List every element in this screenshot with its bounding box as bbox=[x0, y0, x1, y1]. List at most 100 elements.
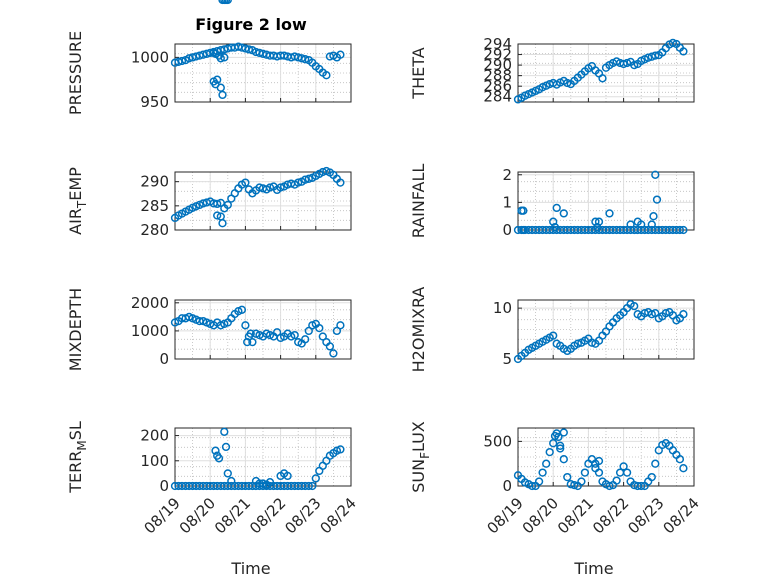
subplot-air-temp: 280 285 290 AIRTEMP bbox=[66, 166, 352, 239]
y-axis-label: RAINFALL bbox=[409, 164, 428, 239]
data-point bbox=[220, 427, 229, 436]
y-axis-label: TERRMSL bbox=[66, 421, 89, 494]
data-point bbox=[661, 309, 670, 318]
data-point bbox=[265, 183, 275, 192]
x-tick-label: 08/23 bbox=[281, 494, 324, 537]
data-point bbox=[246, 329, 255, 338]
series-points bbox=[170, 166, 345, 228]
data-point bbox=[637, 220, 646, 229]
data-point bbox=[216, 83, 225, 92]
data-point bbox=[679, 464, 688, 473]
series-points bbox=[513, 428, 688, 491]
data-point bbox=[211, 446, 220, 455]
data-point bbox=[679, 47, 688, 56]
x-tick-label: 08/23 bbox=[624, 494, 667, 537]
y-tick-label: 100 bbox=[140, 452, 169, 470]
data-point bbox=[647, 310, 656, 319]
data-point bbox=[612, 476, 621, 485]
data-point bbox=[651, 459, 660, 468]
data-point bbox=[308, 481, 317, 491]
data-point bbox=[622, 58, 632, 68]
data-point bbox=[649, 212, 658, 221]
subplot-pressure: 950 1000 PRESSURE bbox=[66, 0, 352, 115]
y-tick-label: 286 bbox=[483, 77, 512, 95]
y-tick-label: 0 bbox=[502, 477, 512, 495]
data-point bbox=[587, 338, 597, 347]
data-point bbox=[591, 217, 600, 226]
x-axis-label-right: Time bbox=[573, 559, 613, 578]
subplot-mixdepth: 0 1000 2000 MIXDEPTH bbox=[66, 288, 352, 371]
data-point bbox=[177, 56, 187, 66]
series-points bbox=[513, 38, 688, 104]
series-points bbox=[513, 170, 688, 235]
data-point bbox=[630, 301, 639, 311]
data-point bbox=[214, 454, 224, 463]
data-point bbox=[336, 50, 345, 59]
data-point bbox=[276, 183, 285, 192]
data-point bbox=[223, 469, 232, 478]
y-axis-label: MIXDEPTH bbox=[66, 288, 85, 371]
data-point bbox=[559, 455, 568, 464]
data-point bbox=[336, 178, 345, 187]
data-point bbox=[580, 468, 590, 477]
y-tick-label: 2000 bbox=[131, 294, 169, 312]
data-point bbox=[243, 337, 252, 347]
data-point bbox=[549, 331, 558, 340]
data-point bbox=[549, 439, 558, 448]
y-tick-label: 288 bbox=[483, 67, 512, 85]
data-point bbox=[668, 38, 678, 48]
y-tick-label: 5 bbox=[502, 350, 512, 368]
data-point bbox=[622, 468, 632, 477]
axes-frame bbox=[517, 43, 695, 103]
y-axis-label: H2OMIXRA bbox=[409, 287, 428, 373]
data-point bbox=[563, 78, 572, 88]
y-tick-label: 500 bbox=[483, 432, 512, 450]
y-axis-label: AIRTEMP bbox=[66, 167, 89, 235]
axes-frame bbox=[174, 299, 352, 360]
data-point bbox=[652, 195, 662, 204]
data-point bbox=[318, 332, 327, 341]
data-point bbox=[679, 225, 688, 235]
data-point bbox=[315, 323, 324, 333]
data-point bbox=[329, 349, 338, 358]
data-point bbox=[554, 432, 563, 442]
series-points bbox=[170, 305, 345, 358]
data-point bbox=[647, 220, 656, 229]
data-point bbox=[542, 459, 551, 468]
data-point bbox=[679, 310, 688, 319]
data-point bbox=[227, 476, 236, 486]
series-points bbox=[170, 427, 345, 491]
y-tick-label: 292 bbox=[483, 46, 512, 64]
data-point bbox=[675, 455, 685, 464]
x-tick-label: 08/19 bbox=[141, 494, 184, 537]
subplot-rainfall: 0 1 2 RAINFALL bbox=[409, 164, 695, 239]
subplot-sun-flux: 0 500 SUNFLUX 08/1908/2008/2108/2208/2308/2… bbox=[409, 421, 703, 537]
data-point bbox=[573, 339, 582, 348]
data-point bbox=[594, 217, 604, 226]
y-tick-label: 285 bbox=[140, 197, 169, 215]
figure-title: Figure 2 low bbox=[195, 15, 307, 34]
data-point bbox=[221, 442, 231, 452]
data-point bbox=[591, 464, 600, 473]
subplot-terr-msl: 0 100 200 TERRMSL 08/1908/2008/2108/2208/230… bbox=[66, 421, 360, 537]
data-point bbox=[290, 330, 299, 340]
data-point bbox=[630, 60, 639, 70]
data-point bbox=[519, 206, 528, 215]
series-points bbox=[513, 299, 688, 364]
data-point bbox=[220, 53, 229, 62]
data-point bbox=[218, 90, 227, 100]
data-point bbox=[647, 472, 656, 482]
data-point bbox=[598, 74, 607, 83]
y-tick-label: 280 bbox=[140, 221, 169, 239]
data-point bbox=[577, 477, 586, 486]
x-tick-label: 08/22 bbox=[589, 494, 632, 537]
x-axis-label-left: Time bbox=[230, 559, 270, 578]
data-point bbox=[556, 441, 565, 450]
data-point bbox=[556, 444, 565, 453]
x-tick-label: 08/21 bbox=[554, 494, 597, 537]
data-point bbox=[301, 335, 310, 344]
y-tick-label: 290 bbox=[140, 173, 169, 191]
data-point bbox=[619, 462, 628, 471]
